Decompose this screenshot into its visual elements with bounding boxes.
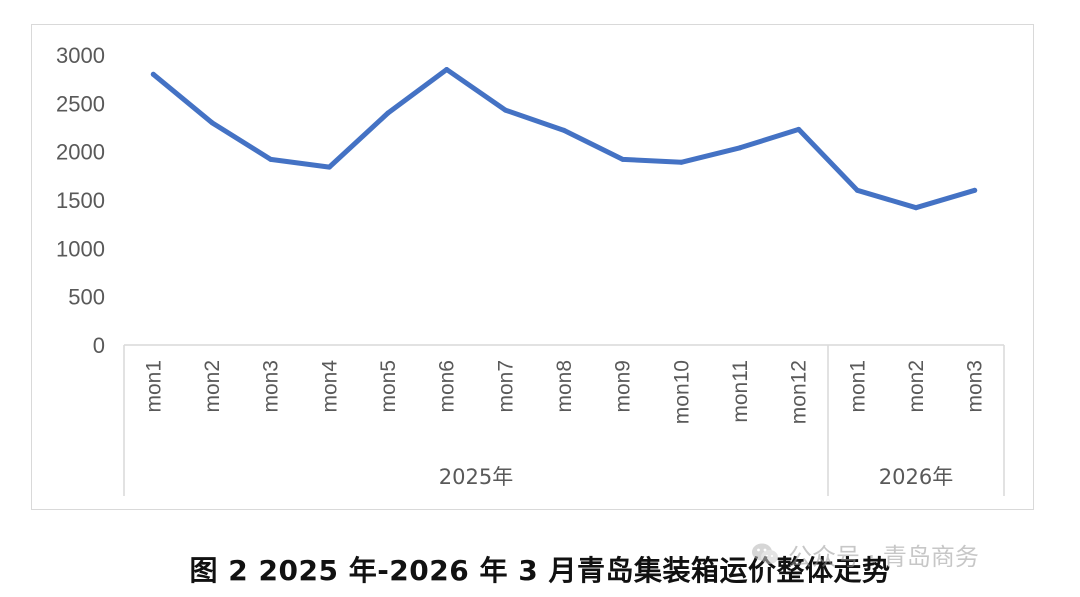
data-point	[502, 107, 508, 113]
data-point	[972, 187, 978, 193]
data-point	[150, 71, 156, 77]
y-tick-label: 1500	[56, 188, 105, 213]
x-tick-label: mon7	[494, 360, 517, 413]
data-point	[444, 67, 450, 72]
x-group-label: 2026年	[879, 465, 953, 489]
data-point	[561, 127, 567, 133]
y-tick-label: 3000	[56, 43, 105, 68]
x-tick-label: mon1	[846, 360, 869, 413]
data-point	[209, 120, 215, 126]
x-tick-label: mon5	[377, 360, 400, 413]
x-tick-label: mon3	[260, 360, 283, 413]
watermark-text: 公众号 · 青岛商务	[788, 542, 979, 571]
y-axis: 0 500 1000 1500 2000 2500 3000	[56, 43, 105, 358]
x-tick-label: mon6	[436, 360, 459, 413]
x-tick-label: mon12	[788, 360, 811, 424]
x-axis: mon1 mon2 mon3 mon4 mon5 mon6 mon7 mon8 mon9 mon1…	[123, 344, 1005, 496]
data-point	[737, 145, 743, 151]
x-tick-label: mon3	[964, 360, 987, 413]
y-tick-label: 0	[93, 333, 105, 358]
data-point	[620, 156, 626, 162]
x-tick-label: mon2	[201, 360, 224, 413]
x-group-label: 2025年	[439, 465, 513, 489]
wechat-icon	[752, 543, 778, 564]
data-point	[385, 110, 391, 116]
data-point	[268, 156, 274, 162]
x-tick-label: mon1	[142, 360, 165, 413]
data-point	[326, 164, 332, 170]
data-point	[678, 159, 684, 165]
y-tick-label: 500	[68, 285, 105, 310]
series	[150, 67, 978, 211]
data-point	[796, 126, 802, 132]
x-tick-label: mon10	[670, 360, 693, 424]
data-point	[854, 187, 860, 193]
y-tick-label: 1000	[56, 236, 105, 261]
x-tick-label: mon8	[553, 360, 576, 413]
series-line	[150, 67, 978, 211]
x-tick-label: mon2	[905, 360, 928, 413]
y-tick-label: 2500	[56, 91, 105, 116]
x-tick-label: mon9	[612, 360, 635, 413]
watermark: 公众号 · 青岛商务	[750, 536, 979, 572]
y-tick-label: 2000	[56, 140, 105, 165]
x-tick-label: mon11	[729, 360, 752, 423]
data-point	[913, 205, 919, 211]
chart-area	[31, 24, 1034, 510]
x-tick-label: mon4	[318, 360, 341, 413]
